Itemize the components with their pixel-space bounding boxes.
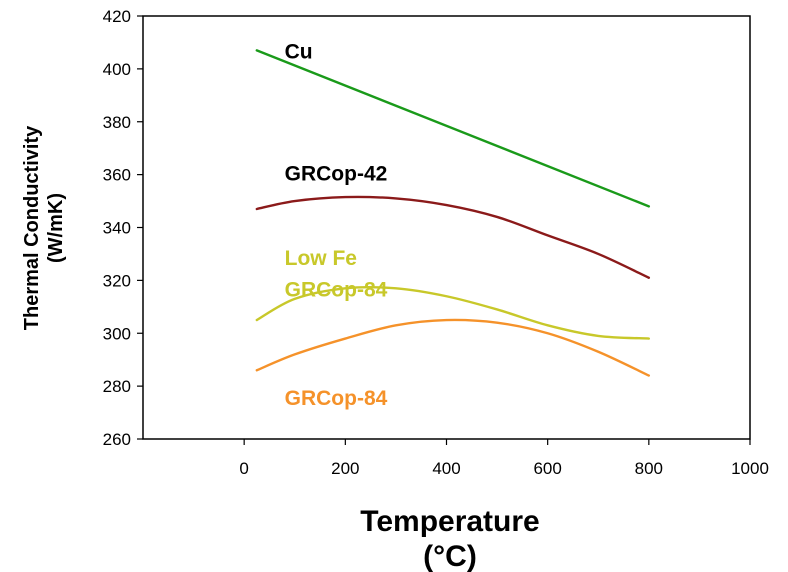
y-tick-label: 340 <box>103 219 131 238</box>
series-label-grcop-42: GRCop-42 <box>285 162 388 185</box>
x-tick-label: 400 <box>432 459 460 478</box>
x-tick-label: 600 <box>533 459 561 478</box>
x-axis-ticks: 0 200 400 600 800 1000 <box>239 439 769 478</box>
x-axis-title: Temperature <box>360 505 540 538</box>
series-labels: Cu GRCop-42 Low Fe GRCop-84 GRCop-84 <box>285 41 388 410</box>
x-tick-label: 200 <box>331 459 359 478</box>
series-label-grcop-84: GRCop-84 <box>285 387 388 410</box>
series-line-cu <box>255 49 651 208</box>
y-tick-label: 300 <box>103 324 131 343</box>
series-line-grcop-84 <box>255 318 651 377</box>
y-axis-title: Thermal Conductivity <box>21 125 43 330</box>
x-axis-unit: (°C) <box>423 540 477 572</box>
plot-area <box>142 15 751 440</box>
y-tick-label: 380 <box>103 113 131 132</box>
y-axis-unit: (W/mK) <box>45 193 67 263</box>
y-tick-label: 320 <box>103 271 131 290</box>
y-tick-label: 420 <box>103 7 131 26</box>
y-tick-label: 260 <box>103 430 131 449</box>
series-line-grcop-42 <box>255 195 651 279</box>
series-line-low-fe-grcop-84 <box>255 285 651 340</box>
x-tick-label: 0 <box>239 459 248 478</box>
series-label-low-fe-grcop-84: Low Fe <box>285 247 357 270</box>
series-label-cu: Cu <box>285 41 313 64</box>
y-tick-label: 360 <box>103 166 131 185</box>
series-lines <box>255 49 651 377</box>
y-axis-ticks: 260 280 300 320 340 360 380 400 420 <box>103 7 143 449</box>
x-tick-label: 800 <box>635 459 663 478</box>
series-label-low-fe-grcop-84: GRCop-84 <box>285 279 388 302</box>
y-tick-label: 400 <box>103 60 131 79</box>
x-tick-label: 1000 <box>731 459 769 478</box>
y-tick-label: 280 <box>103 377 131 396</box>
